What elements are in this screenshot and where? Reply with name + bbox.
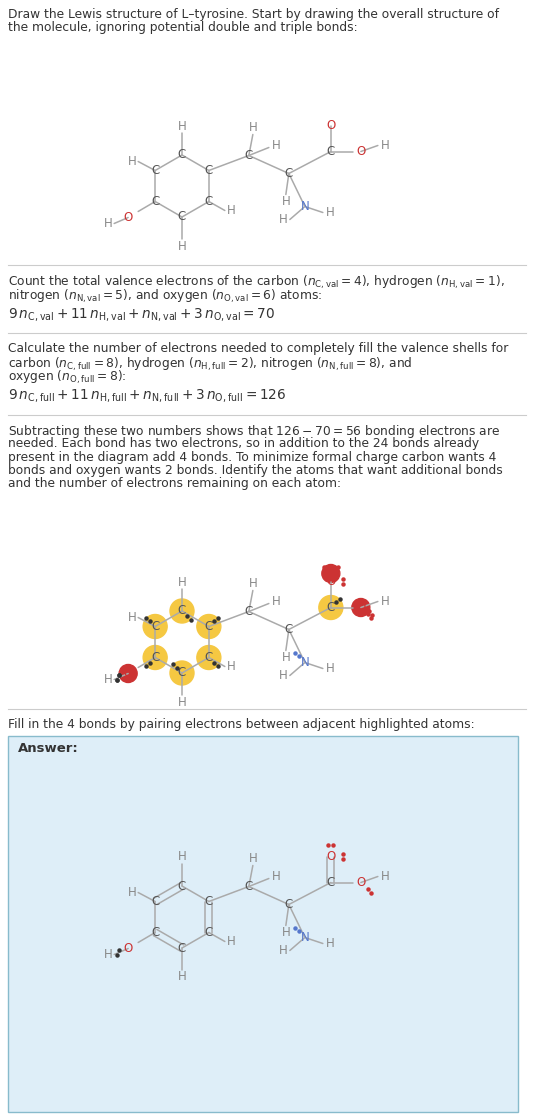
Text: C: C xyxy=(285,623,293,636)
Text: $9\,n_\mathrm{C,full} + 11\,n_\mathrm{H,full} + n_\mathrm{N,full} + 3\,n_\mathrm: $9\,n_\mathrm{C,full} + 11\,n_\mathrm{H,… xyxy=(8,388,286,404)
Text: Draw the Lewis structure of L–tyrosine. Start by drawing the overall structure o: Draw the Lewis structure of L–tyrosine. … xyxy=(8,8,499,21)
Text: C: C xyxy=(178,605,186,617)
Circle shape xyxy=(322,564,340,582)
Text: C: C xyxy=(178,666,186,680)
Text: nitrogen ($n_\mathrm{N,val} = 5$), and oxygen ($n_\mathrm{O,val} = 6$) atoms:: nitrogen ($n_\mathrm{N,val} = 5$), and o… xyxy=(8,288,322,305)
Text: H: H xyxy=(128,155,137,168)
Text: H: H xyxy=(178,971,186,983)
Text: H: H xyxy=(271,139,280,152)
Text: C: C xyxy=(178,211,186,224)
Circle shape xyxy=(119,664,137,682)
Text: H: H xyxy=(248,121,257,134)
Circle shape xyxy=(170,599,194,623)
Circle shape xyxy=(319,596,343,619)
Text: H: H xyxy=(128,886,137,899)
Text: Answer:: Answer: xyxy=(18,741,78,755)
Text: C: C xyxy=(327,876,335,889)
Text: carbon ($n_\mathrm{C,full} = 8$), hydrogen ($n_\mathrm{H,full} = 2$), nitrogen (: carbon ($n_\mathrm{C,full} = 8$), hydrog… xyxy=(8,355,412,373)
Text: H: H xyxy=(226,204,235,217)
Text: H: H xyxy=(380,139,389,152)
Text: C: C xyxy=(151,195,159,208)
Text: H: H xyxy=(248,852,257,865)
Text: H: H xyxy=(226,935,235,948)
Text: H: H xyxy=(248,577,257,590)
Text: C: C xyxy=(151,164,159,177)
Text: C: C xyxy=(205,926,213,939)
Text: H: H xyxy=(271,595,280,608)
Text: C: C xyxy=(205,620,213,633)
Text: and the number of electrons remaining on each atom:: and the number of electrons remaining on… xyxy=(8,477,341,491)
Text: O: O xyxy=(123,942,133,955)
Text: C: C xyxy=(151,620,159,633)
Text: C: C xyxy=(245,149,253,162)
Text: H: H xyxy=(104,217,113,230)
Text: C: C xyxy=(285,167,293,180)
Text: H: H xyxy=(281,651,290,664)
Text: Count the total valence electrons of the carbon ($n_\mathrm{C,val} = 4$), hydrog: Count the total valence electrons of the… xyxy=(8,274,505,291)
Circle shape xyxy=(143,615,167,638)
Text: C: C xyxy=(205,651,213,664)
Text: H: H xyxy=(281,195,290,208)
Text: C: C xyxy=(178,149,186,161)
Text: C: C xyxy=(327,144,335,158)
Text: H: H xyxy=(380,595,389,608)
Text: O: O xyxy=(123,211,133,224)
Circle shape xyxy=(170,661,194,685)
Text: H: H xyxy=(226,660,235,673)
Text: H: H xyxy=(281,926,290,939)
Text: H: H xyxy=(278,669,287,682)
Text: N: N xyxy=(301,200,309,213)
Text: H: H xyxy=(178,120,186,132)
Text: needed. Each bond has two electrons, so in addition to the 24 bonds already: needed. Each bond has two electrons, so … xyxy=(8,437,479,450)
Text: H: H xyxy=(325,662,334,675)
Text: H: H xyxy=(128,612,137,624)
Text: C: C xyxy=(151,926,159,939)
Text: O: O xyxy=(356,144,365,158)
Text: H: H xyxy=(325,937,334,950)
Circle shape xyxy=(352,598,370,616)
Text: H: H xyxy=(104,948,113,961)
Text: C: C xyxy=(285,898,293,911)
FancyBboxPatch shape xyxy=(8,736,518,1112)
Text: C: C xyxy=(245,605,253,618)
Text: H: H xyxy=(278,213,287,226)
Text: H: H xyxy=(178,696,186,709)
Text: C: C xyxy=(178,879,186,893)
Text: H: H xyxy=(178,576,186,588)
Text: present in the diagram add 4 bonds. To minimize formal charge carbon wants 4: present in the diagram add 4 bonds. To m… xyxy=(8,450,497,464)
Text: C: C xyxy=(245,880,253,893)
Text: O: O xyxy=(123,668,133,680)
Text: C: C xyxy=(151,651,159,664)
Circle shape xyxy=(197,645,221,670)
Text: C: C xyxy=(205,195,213,208)
Text: O: O xyxy=(326,119,335,132)
Text: H: H xyxy=(104,673,113,685)
Text: N: N xyxy=(301,931,309,944)
Text: H: H xyxy=(271,870,280,883)
Text: N: N xyxy=(301,656,309,669)
Text: Calculate the number of electrons needed to completely fill the valence shells f: Calculate the number of electrons needed… xyxy=(8,342,508,355)
Text: the molecule, ignoring potential double and triple bonds:: the molecule, ignoring potential double … xyxy=(8,21,358,35)
Text: C: C xyxy=(151,895,159,908)
Text: H: H xyxy=(278,944,287,956)
Text: C: C xyxy=(205,164,213,177)
Text: H: H xyxy=(178,240,186,252)
Text: C: C xyxy=(327,601,335,614)
Text: O: O xyxy=(326,850,335,864)
Text: bonds and oxygen wants 2 bonds. Identify the atoms that want additional bonds: bonds and oxygen wants 2 bonds. Identify… xyxy=(8,464,502,477)
Text: C: C xyxy=(205,895,213,908)
Circle shape xyxy=(143,645,167,670)
Text: Fill in the 4 bonds by pairing electrons between adjacent highlighted atoms:: Fill in the 4 bonds by pairing electrons… xyxy=(8,718,475,731)
Text: $9\,n_\mathrm{C,val} + 11\,n_\mathrm{H,val} + n_\mathrm{N,val} + 3\,n_\mathrm{O,: $9\,n_\mathrm{C,val} + 11\,n_\mathrm{H,v… xyxy=(8,306,276,323)
Text: Subtracting these two numbers shows that $126 - 70 = 56$ bonding electrons are: Subtracting these two numbers shows that… xyxy=(8,423,500,440)
Text: H: H xyxy=(178,850,186,864)
Text: H: H xyxy=(380,870,389,883)
Text: C: C xyxy=(178,942,186,954)
Text: O: O xyxy=(356,876,365,889)
Text: H: H xyxy=(325,206,334,220)
Text: O: O xyxy=(356,601,365,614)
Text: oxygen ($n_\mathrm{O,full} = 8$):: oxygen ($n_\mathrm{O,full} = 8$): xyxy=(8,368,127,386)
Circle shape xyxy=(197,615,221,638)
Text: O: O xyxy=(326,575,335,588)
